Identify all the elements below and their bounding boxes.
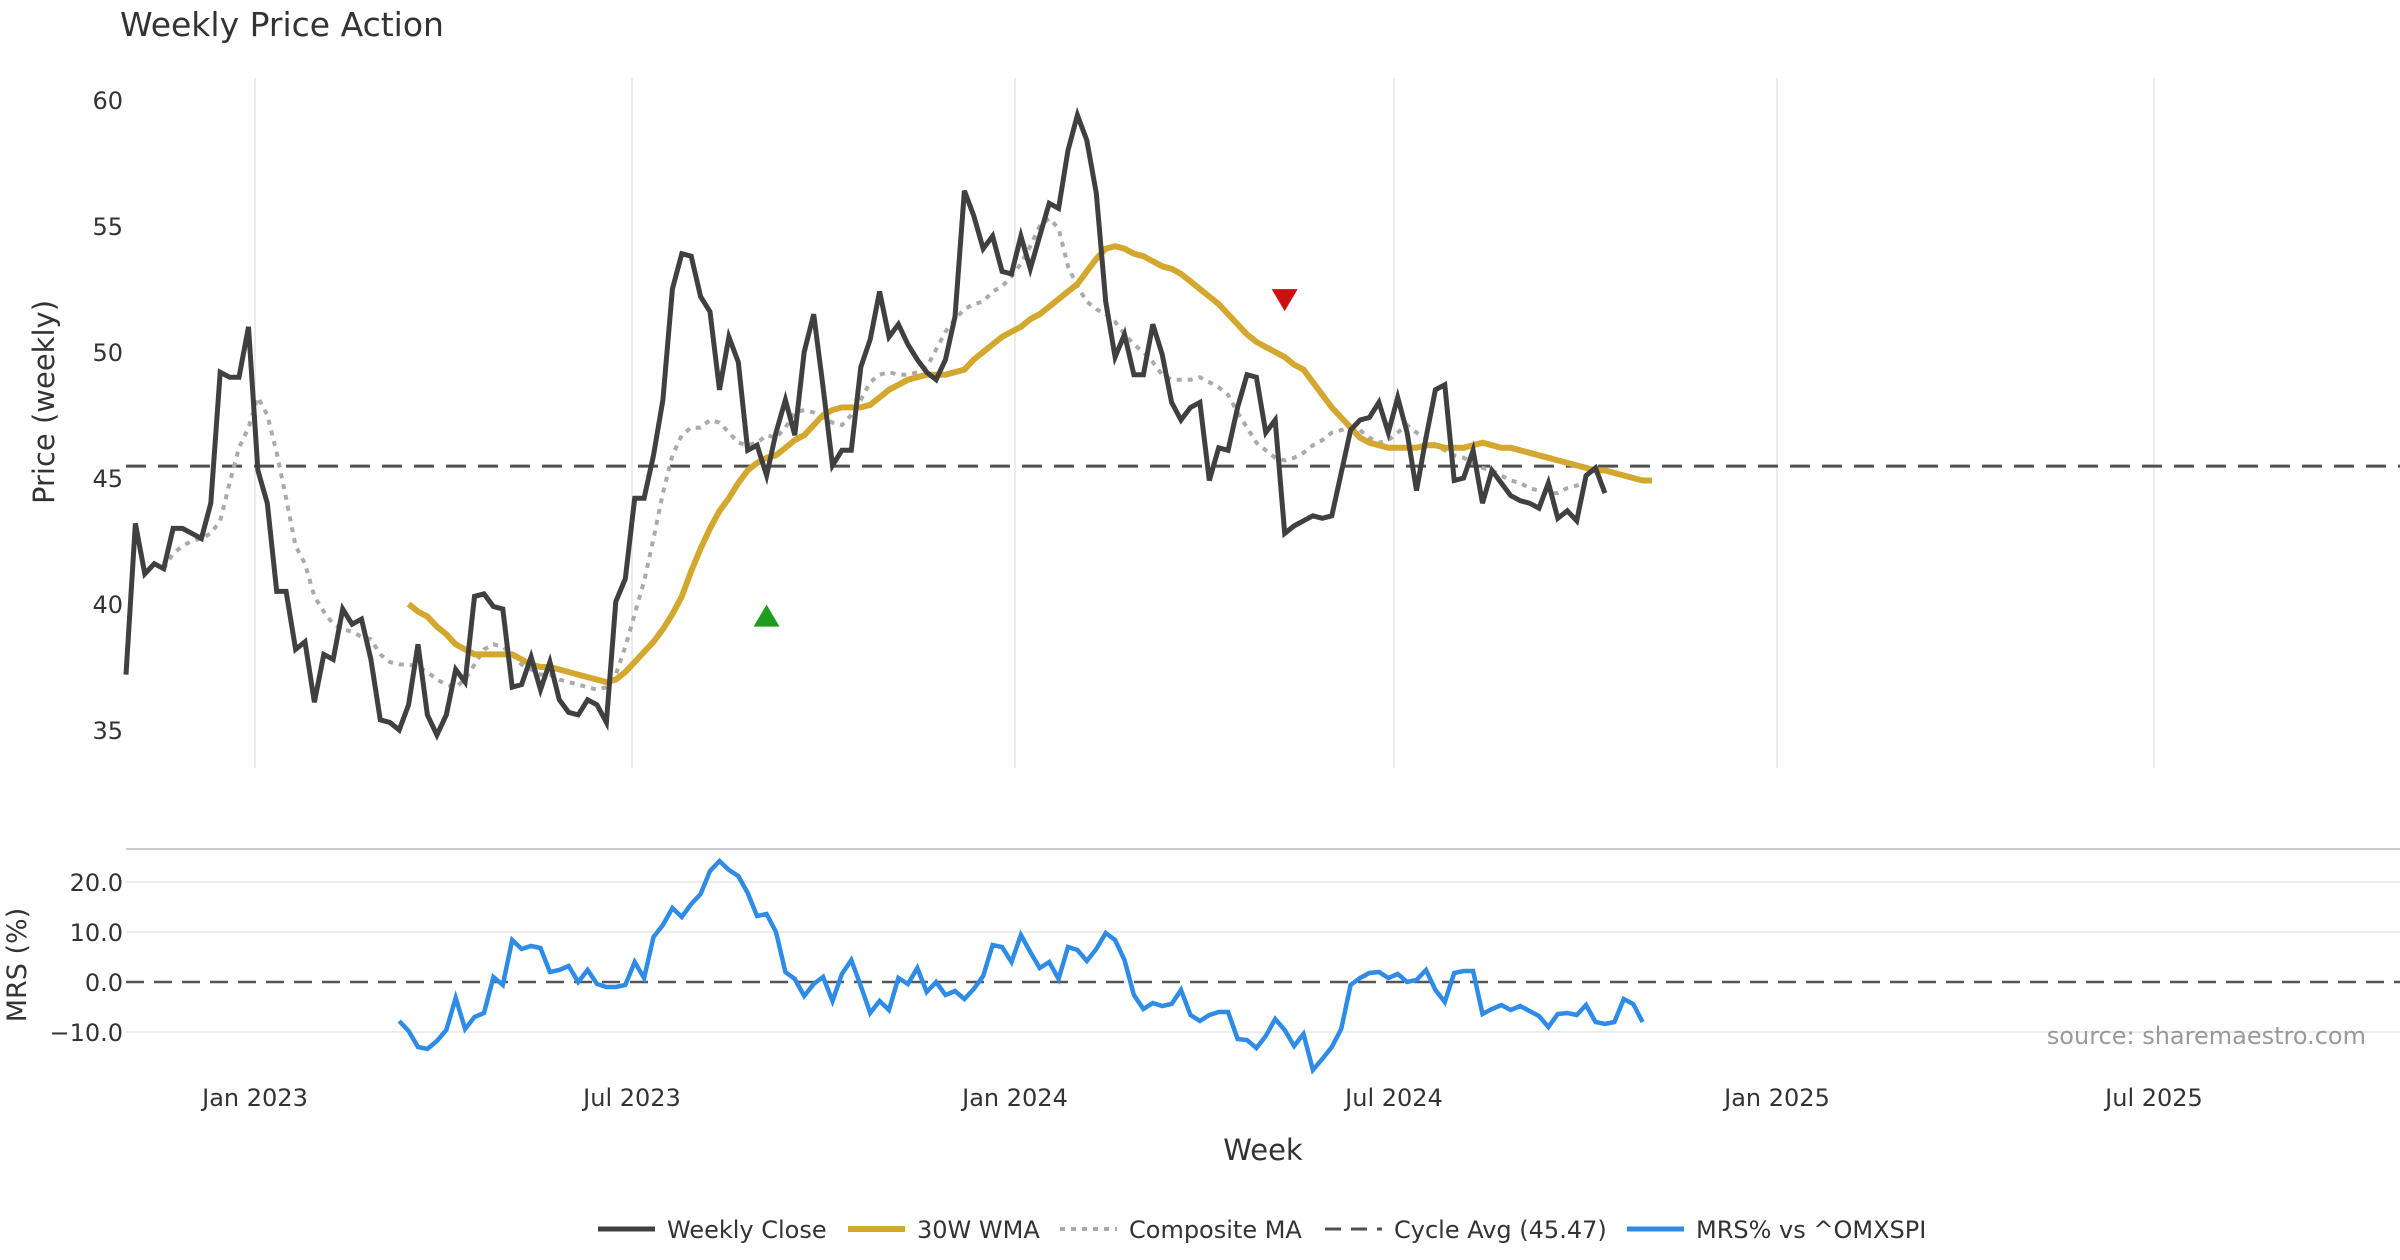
- x-tick-2: Jan 2024: [960, 1084, 1068, 1112]
- price-y-tick-50: 50: [92, 339, 123, 367]
- price-y-tick-40: 40: [92, 591, 123, 619]
- x-axis-label: Week: [1223, 1133, 1303, 1167]
- mrs-y-tick-2: 0.0: [85, 969, 123, 997]
- price-y-tick-60: 60: [92, 87, 123, 115]
- legend-label-composite: Composite MA: [1129, 1216, 1302, 1244]
- price-gridlines: [254, 78, 2155, 768]
- wma-30w-line: [406, 243, 1652, 686]
- x-tick-4: Jan 2025: [1722, 1084, 1830, 1112]
- legend-label-cycle-avg: Cycle Avg (45.47): [1394, 1216, 1607, 1244]
- buy-signal-marker: [753, 604, 780, 627]
- legend-label-weekly-close: Weekly Close: [667, 1216, 827, 1244]
- legend-label-wma: 30W WMA: [917, 1216, 1040, 1244]
- x-tick-5: Jul 2025: [2103, 1084, 2203, 1112]
- mrs-line: [397, 857, 1645, 1075]
- chart-title: Weekly Price Action: [120, 5, 444, 44]
- price-y-axis-label: Price (weekly): [27, 300, 61, 504]
- source-label: source: sharemaestro.com: [2047, 1022, 2366, 1050]
- price-y-tick-45: 45: [92, 465, 123, 493]
- price-y-tick-55: 55: [92, 213, 123, 241]
- mrs-y-tick-1: 10.0: [70, 919, 123, 947]
- price-y-tick-35: 35: [92, 717, 123, 745]
- x-tick-3: Jul 2024: [1343, 1084, 1443, 1112]
- legend-label-mrs: MRS% vs ^OMXSPI: [1696, 1216, 1926, 1244]
- mrs-gridlines: [126, 881, 2400, 1033]
- mrs-y-axis-label: MRS (%): [2, 908, 33, 1023]
- mrs-y-tick-3: −10.0: [49, 1019, 123, 1047]
- weekly-close-line: [123, 106, 1608, 741]
- mrs-y-tick-labels: 20.0 10.0 0.0 −10.0: [49, 869, 123, 1047]
- legend: Weekly Close 30W WMA Composite MA Cycle …: [598, 1216, 1926, 1244]
- price-y-tick-labels: 35 40 45 50 55 60: [92, 87, 123, 745]
- x-tick-0: Jan 2023: [200, 1084, 308, 1112]
- sell-signal-marker: [1271, 289, 1298, 312]
- x-tick-labels: Jan 2023 Jul 2023 Jan 2024 Jul 2024 Jan 2025…: [200, 1084, 2203, 1112]
- composite-ma-line: [162, 215, 1587, 692]
- mrs-y-tick-0: 20.0: [70, 869, 123, 897]
- x-tick-1: Jul 2023: [581, 1084, 681, 1112]
